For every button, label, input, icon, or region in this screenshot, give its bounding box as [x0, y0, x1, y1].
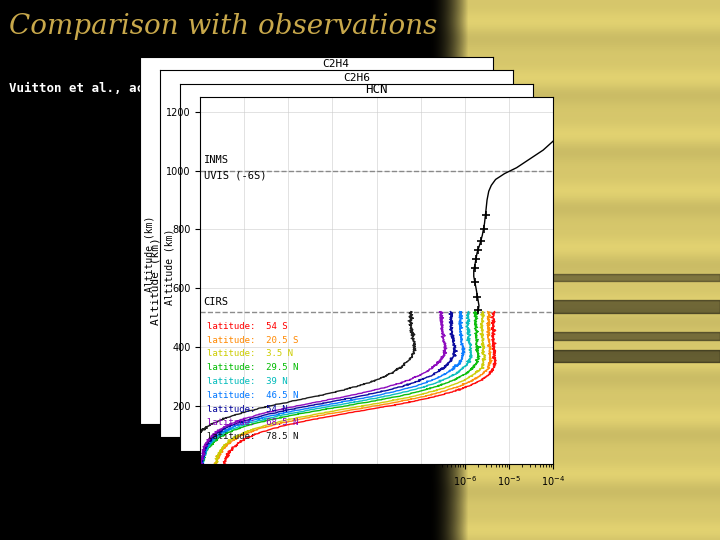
Y-axis label: Altitude (km): Altitude (km)	[125, 202, 135, 279]
Text: latitude:  29.5 N: latitude: 29.5 N	[207, 363, 298, 372]
Text: CIRS: CIRS	[204, 297, 229, 307]
Bar	[443, 274, 720, 281]
Title: C2H6: C2H6	[343, 73, 370, 83]
Text: latitude:  54 S: latitude: 54 S	[207, 322, 287, 331]
Y-axis label: Altitude (km): Altitude (km)	[164, 229, 174, 306]
Text: Comparison with observations: Comparison with observations	[9, 14, 437, 40]
X-axis label: Mixing Ratio: Mixing Ratio	[336, 494, 417, 503]
Text: latitude:  3.5 N: latitude: 3.5 N	[207, 349, 292, 359]
Y-axis label: Altitude (km): Altitude (km)	[150, 237, 161, 325]
Title: C2H4: C2H4	[323, 59, 350, 70]
Text: Vuitton et al., accepted in Icarus: Vuitton et al., accepted in Icarus	[9, 82, 264, 95]
Title: HCN: HCN	[365, 83, 388, 96]
Text: latitude:  68.5 N: latitude: 68.5 N	[207, 418, 298, 428]
Text: latitude:  78.5 N: latitude: 78.5 N	[207, 433, 298, 441]
Bar	[443, 350, 720, 362]
Bar	[443, 332, 720, 340]
Title: C2H2: C2H2	[303, 46, 330, 56]
Bar	[443, 300, 720, 313]
Text: latitude:  46.5 N: latitude: 46.5 N	[207, 391, 298, 400]
Text: latitude:  20.5 S: latitude: 20.5 S	[207, 336, 298, 345]
Text: UVIS (-6S): UVIS (-6S)	[204, 171, 266, 181]
Y-axis label: Altitude (km): Altitude (km)	[144, 215, 154, 292]
Text: latitude:  39 N: latitude: 39 N	[207, 377, 287, 386]
Text: latitude:  54 N: latitude: 54 N	[207, 404, 287, 414]
Text: INMS: INMS	[204, 155, 229, 165]
